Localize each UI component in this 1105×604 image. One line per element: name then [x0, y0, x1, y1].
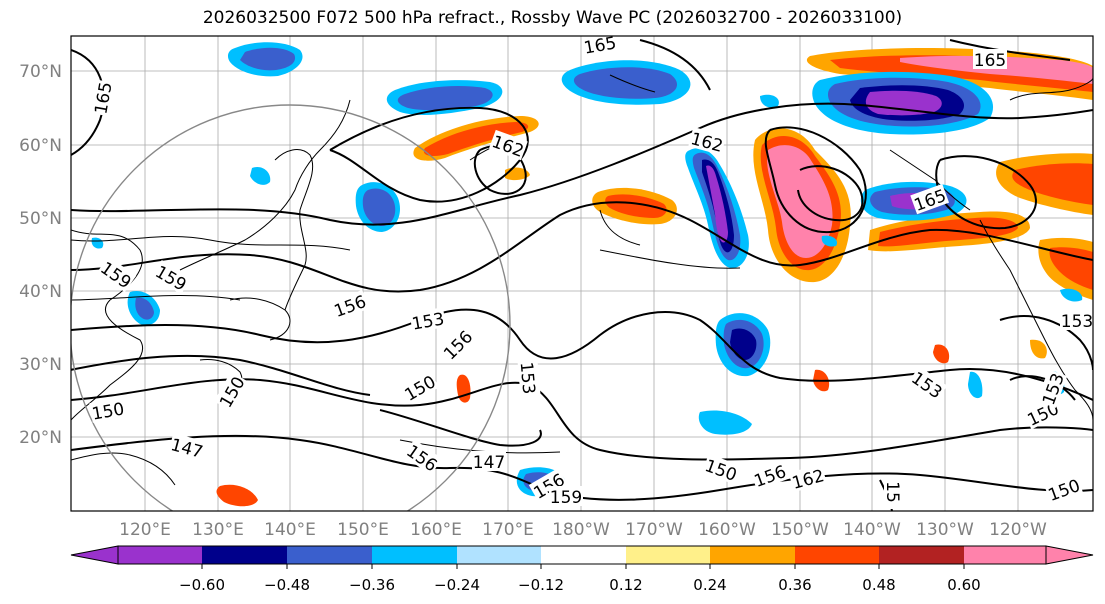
contour-label-bg — [168, 432, 207, 462]
colorbar-extend-high — [1045, 545, 1094, 565]
colorbar-tick-label: −0.48 — [264, 576, 310, 594]
contour-label-bg — [399, 369, 440, 405]
contour-label-bg — [1036, 369, 1068, 409]
colorbar-border — [117, 545, 1047, 565]
contour-label-bg — [1044, 473, 1084, 505]
contour-label: 153 — [516, 361, 539, 395]
colorbar-tick-label: −0.24 — [434, 576, 480, 594]
longitude-label: 120°W — [989, 520, 1047, 540]
longitude-label: 170°E — [482, 520, 534, 540]
contour-label-bg — [973, 49, 1007, 69]
contour-label-bg — [409, 307, 447, 333]
contour-label: 165 — [974, 51, 1006, 71]
contour-label-bg — [581, 31, 619, 57]
colorbar-tick-label: −0.12 — [518, 576, 564, 594]
contour-label-bg — [151, 259, 192, 295]
colorbar-swatch — [795, 546, 879, 564]
colorbar-swatch — [372, 546, 457, 564]
longitude-label: 160°W — [698, 520, 756, 540]
colorbar-extend-low — [70, 545, 119, 565]
longitude-label: 140°E — [264, 520, 316, 540]
latitude-labels: 70°N 60°N 50°N 40°N 30°N 20°N — [19, 62, 62, 448]
colorbar-tick-label: −0.36 — [349, 576, 395, 594]
longitude-label: 130°E — [192, 520, 244, 540]
contour-label-bg — [488, 129, 528, 161]
colorbar-swatch — [118, 546, 202, 564]
colorbar: −0.60 −0.48 −0.36 −0.24 −0.12 0.12 0.24 0.36 0.4… — [70, 545, 1094, 594]
range-ring — [71, 104, 511, 511]
longitude-label: 140°W — [843, 520, 901, 540]
contour-label-bg — [1060, 310, 1094, 330]
contour-label: 159 — [550, 488, 582, 508]
colorbar-tick-label: 0.36 — [778, 576, 811, 594]
contour-label-bg — [884, 475, 904, 509]
longitude-labels: 120°E 130°E 140°E 150°E 160°E 170°E 180°W 170°W… — [119, 520, 1047, 540]
contour-label-bg — [701, 453, 741, 485]
colorbar-tick-label: 0.24 — [693, 576, 726, 594]
latitude-label: 60°N — [19, 136, 62, 156]
shaded-anomalies — [91, 42, 1093, 507]
colorbar-tick-label: 0.12 — [609, 576, 642, 594]
longitude-label: 180°W — [552, 520, 610, 540]
longitude-label: 120°E — [119, 520, 171, 540]
contour-label: 15 — [882, 481, 902, 503]
colorbar-swatch — [964, 546, 1046, 564]
contour-label-bg — [910, 183, 950, 215]
contour-label-bg — [688, 126, 727, 156]
colorbar-swatch — [541, 546, 626, 564]
contour-label-bg — [89, 79, 115, 117]
latitude-label: 50°N — [19, 209, 62, 229]
contour-label-bg — [472, 451, 506, 471]
contour-label: 147 — [473, 453, 505, 473]
colorbar-swatch — [710, 546, 795, 564]
colorbar-swatch — [457, 546, 541, 564]
contour-label-bg — [517, 360, 541, 396]
longitude-label: 160°E — [410, 520, 462, 540]
colorbar-swatch — [626, 546, 710, 564]
contour-label-bg — [89, 397, 127, 423]
colorbar-swatch — [879, 546, 964, 564]
map-title: 2026032500 F072 500 hPa refract., Rossby… — [202, 8, 903, 28]
longitude-label: 150°W — [771, 520, 829, 540]
colorbar-tick-label: 0.60 — [947, 576, 980, 594]
colorbar-swatch — [287, 546, 372, 564]
latitude-label: 70°N — [19, 62, 62, 82]
longitude-label: 170°W — [625, 520, 683, 540]
contour-label-bg — [907, 366, 948, 403]
colorbar-swatch — [202, 546, 287, 564]
contour-label-bg — [402, 439, 443, 476]
contour-label-bg — [438, 325, 477, 364]
longitude-label: 150°E — [337, 520, 389, 540]
latitude-label: 30°N — [19, 355, 62, 375]
latitude-label: 20°N — [19, 428, 62, 448]
contour-label-bg — [750, 459, 790, 491]
contour-label-bg — [96, 256, 137, 293]
contour-label: 153 — [1061, 312, 1093, 332]
colorbar-tick-label: −0.60 — [179, 576, 225, 594]
contour-label-bg — [528, 467, 569, 503]
contour-label-bg — [330, 289, 370, 321]
latitude-label: 40°N — [19, 282, 62, 302]
contour-label-bg — [213, 371, 249, 412]
coastlines — [71, 74, 1093, 486]
contour-label-bg — [788, 463, 827, 493]
contour-label-bg — [549, 486, 583, 506]
colorbar-tick-label: 0.48 — [862, 576, 895, 594]
longitude-label: 130°W — [916, 520, 974, 540]
map-border — [70, 35, 1094, 512]
